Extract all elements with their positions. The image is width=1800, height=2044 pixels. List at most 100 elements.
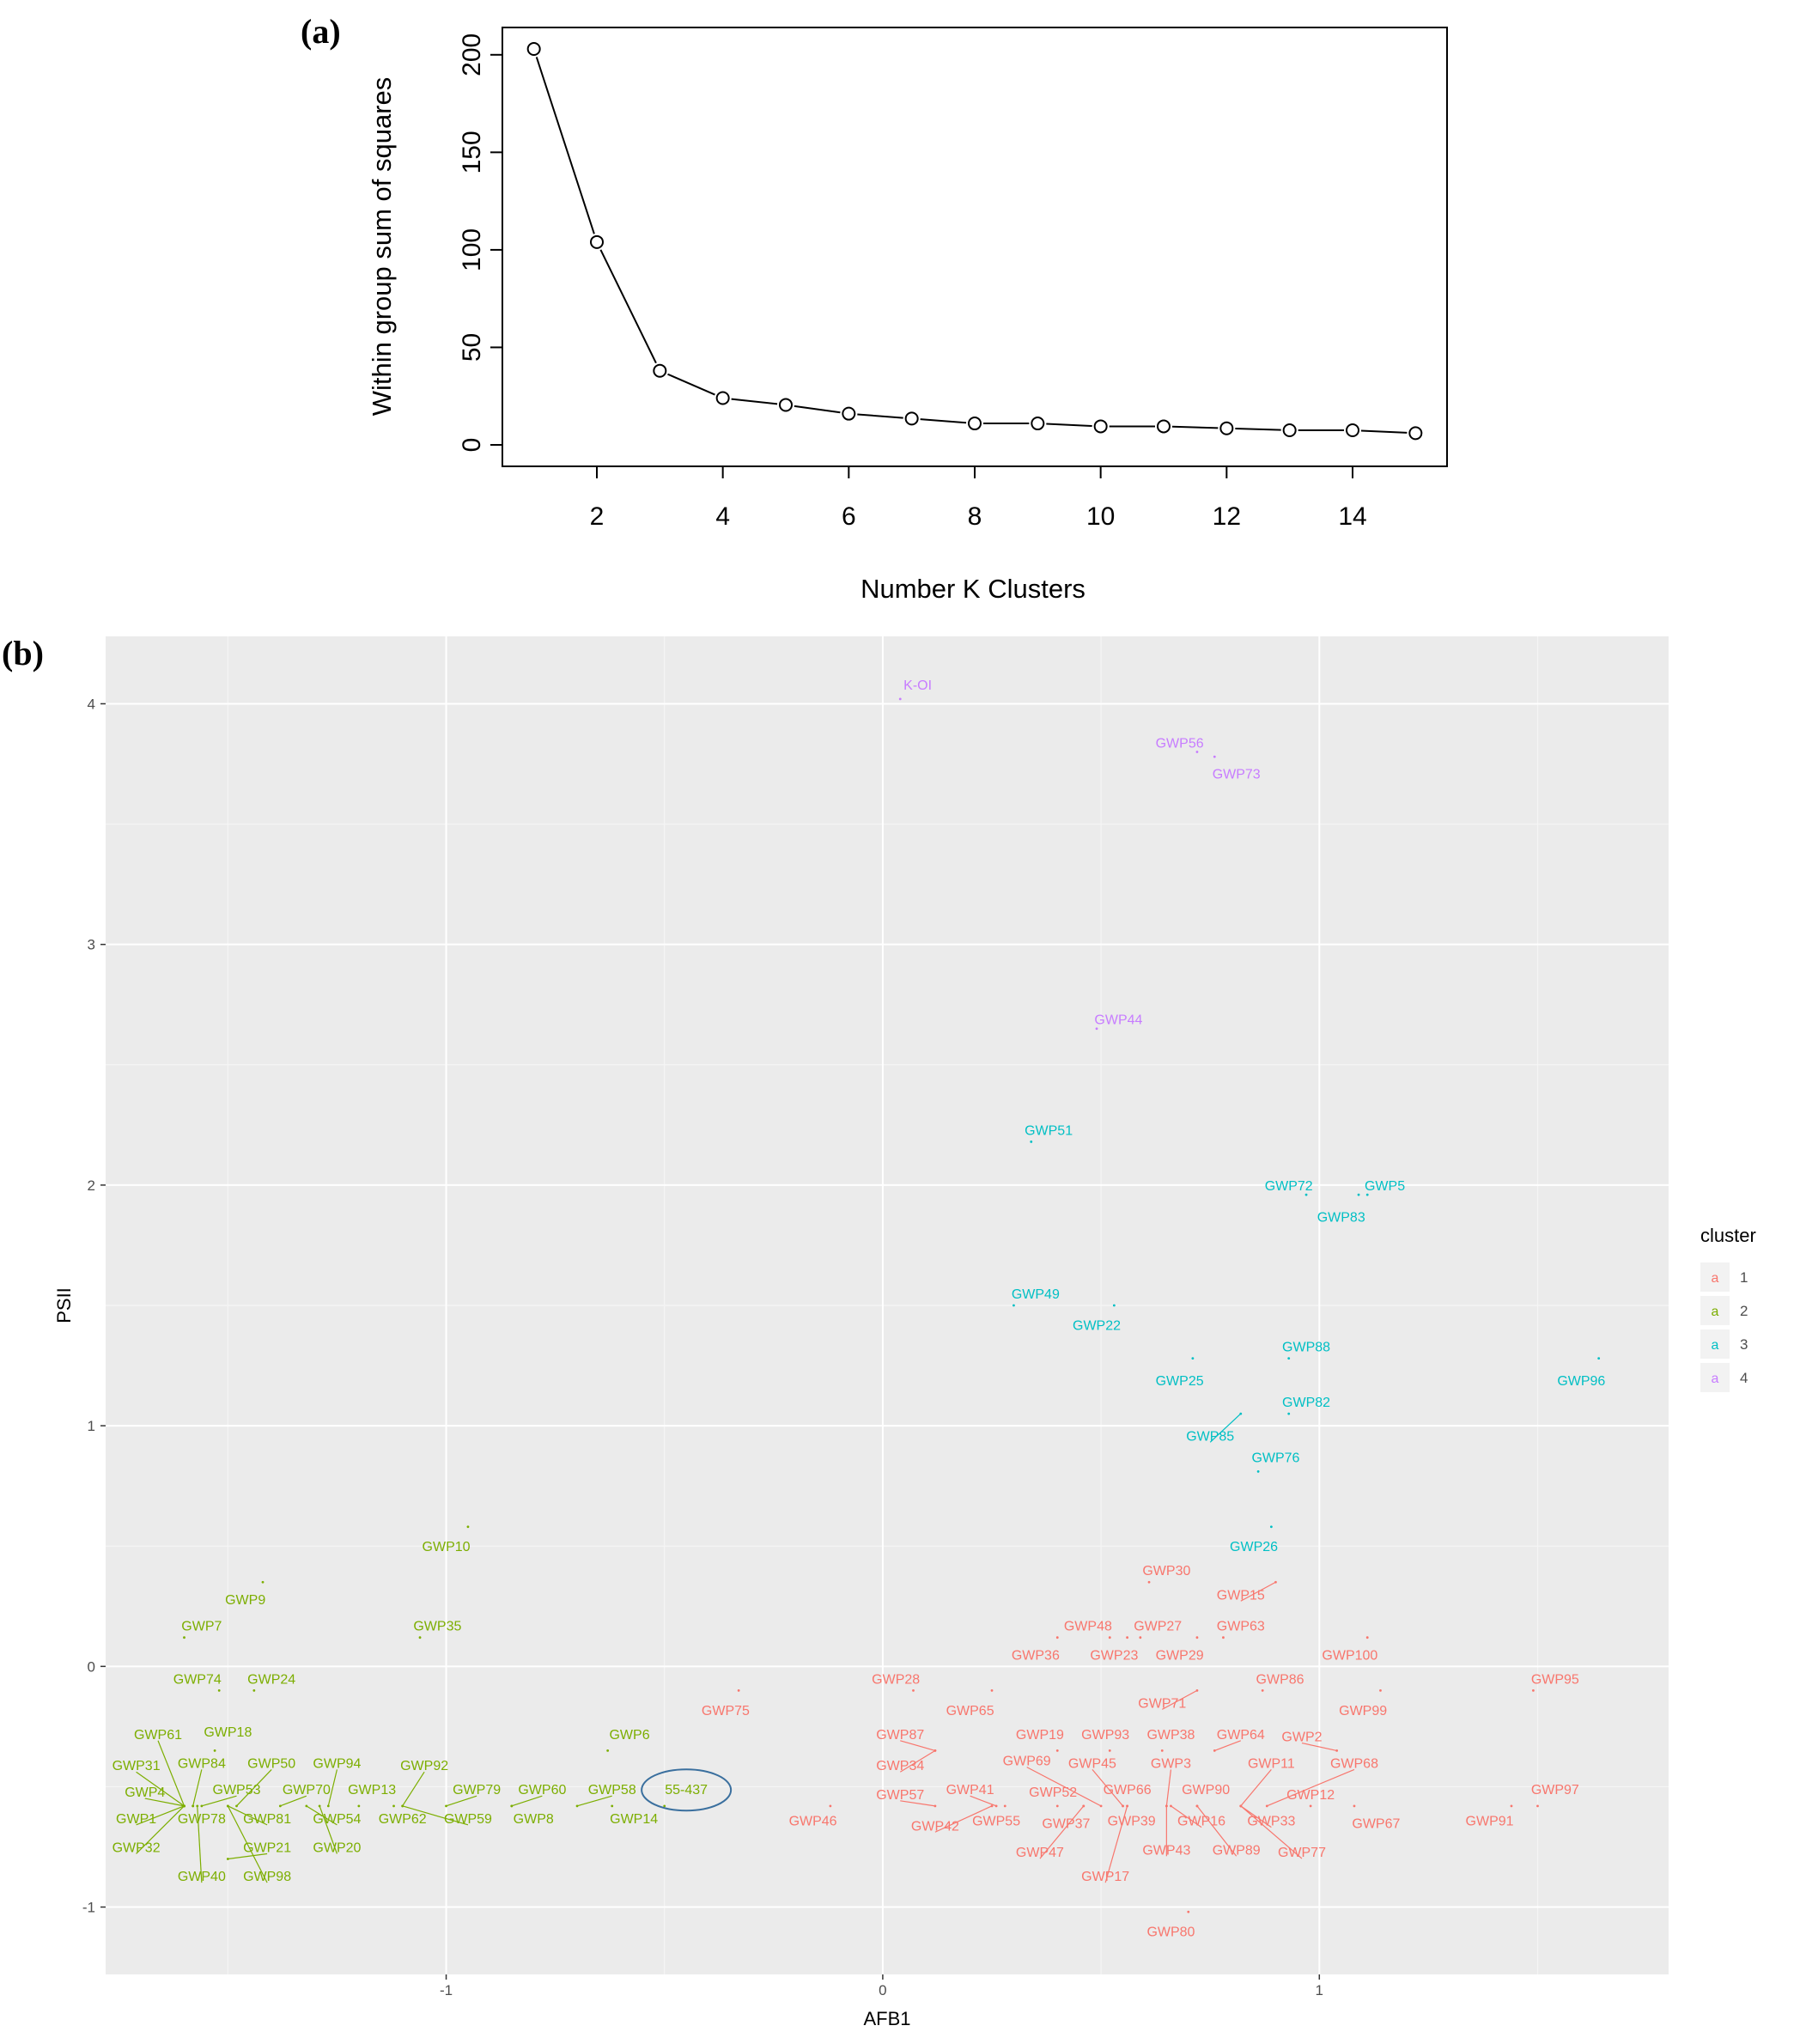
point-label: GWP76 xyxy=(1251,1451,1299,1466)
data-point xyxy=(1213,755,1216,758)
point-label: GWP41 xyxy=(946,1783,994,1798)
data-point xyxy=(1055,1636,1059,1639)
data-point xyxy=(217,1688,221,1692)
point-label: GWP65 xyxy=(946,1704,994,1719)
point-label: GWP72 xyxy=(1265,1179,1313,1194)
line-segment xyxy=(1171,425,1219,429)
point-label: GWP36 xyxy=(1012,1648,1060,1663)
point-label: GWP35 xyxy=(413,1620,461,1634)
label-leader-line xyxy=(402,1771,425,1807)
legend-key-background xyxy=(1700,1329,1730,1359)
data-point xyxy=(1282,423,1297,437)
y-tick-label: 1 xyxy=(88,1418,95,1434)
y-tick-label: 150 xyxy=(458,131,486,173)
point-label: GWP4 xyxy=(125,1785,165,1800)
legend-key-glyph: a xyxy=(1712,1271,1719,1286)
point-label: GWP17 xyxy=(1081,1870,1129,1884)
point-label: GWP64 xyxy=(1217,1728,1265,1743)
data-point xyxy=(1093,419,1108,434)
y-tick-label: 4 xyxy=(88,696,95,712)
data-point xyxy=(1157,419,1171,434)
point-label: GWP95 xyxy=(1531,1672,1579,1687)
data-point xyxy=(968,417,982,431)
label-leader-line xyxy=(136,1805,185,1854)
data-point xyxy=(715,391,730,405)
data-point xyxy=(1108,1636,1111,1639)
data-point xyxy=(183,1804,185,1808)
data-point xyxy=(445,1804,447,1808)
data-point xyxy=(510,1804,514,1808)
point-label: GWP1 xyxy=(116,1812,156,1827)
x-tick-label: 6 xyxy=(842,502,856,531)
point-label: GWP32 xyxy=(112,1840,161,1855)
plot-a-x-axis: 2 4 6 8 10 12 14 xyxy=(590,465,1367,531)
label-leader-line xyxy=(1161,1689,1198,1710)
label-leader-line xyxy=(402,1805,469,1826)
point-label: GWP31 xyxy=(112,1759,161,1773)
point-label: GWP54 xyxy=(313,1812,361,1827)
data-point xyxy=(200,1804,204,1808)
point-label: GWP5 xyxy=(1365,1179,1405,1194)
point-label: GWP86 xyxy=(1256,1672,1304,1687)
point-label: GWP96 xyxy=(1557,1374,1605,1389)
plot-a-frame xyxy=(502,27,1448,467)
label-leader-line xyxy=(1209,1413,1242,1443)
label-leader-line xyxy=(1171,1805,1202,1828)
data-point xyxy=(1532,1688,1535,1692)
label-leader-line xyxy=(197,1805,203,1883)
point-label: GWP93 xyxy=(1081,1728,1129,1743)
x-tick-label: 12 xyxy=(1213,502,1241,531)
point-label: GWP15 xyxy=(1217,1588,1265,1603)
plot-b-ticks: -1 0 1 -1 0 1 2 3 4 xyxy=(82,696,1323,1998)
data-point xyxy=(1365,1193,1369,1196)
label-leader-line xyxy=(1196,1805,1238,1857)
label-leader-line xyxy=(1301,1742,1337,1751)
data-point xyxy=(1195,1688,1199,1692)
data-point xyxy=(1126,1804,1129,1808)
label-leader-line xyxy=(1026,1767,1102,1807)
panel-b-letter: (b) xyxy=(2,634,44,672)
point-label: GWP26 xyxy=(1230,1540,1278,1554)
data-point xyxy=(611,1804,614,1808)
point-label: GWP38 xyxy=(1146,1728,1195,1743)
data-point xyxy=(1269,1525,1273,1529)
point-label: GWP19 xyxy=(1016,1728,1064,1743)
x-tick-label: 8 xyxy=(968,502,982,531)
label-leader-line xyxy=(576,1795,612,1807)
point-label: GWP63 xyxy=(1217,1620,1265,1634)
point-label: GWP56 xyxy=(1156,736,1204,751)
data-point xyxy=(1510,1804,1513,1808)
data-point xyxy=(213,1749,216,1752)
point-label: GWP80 xyxy=(1146,1925,1195,1940)
data-point xyxy=(183,1636,185,1639)
point-label: GWP30 xyxy=(1142,1564,1190,1579)
plot-b-x-axis-label: AFB1 xyxy=(863,2008,910,2029)
data-point xyxy=(192,1804,195,1808)
point-label: GWP55 xyxy=(972,1815,1020,1829)
label-leader-line xyxy=(157,1740,185,1807)
data-point xyxy=(526,41,541,56)
data-point xyxy=(1126,1636,1129,1639)
data-point xyxy=(1095,1027,1098,1031)
data-point xyxy=(842,406,856,421)
data-point xyxy=(590,234,604,249)
legend-key-background xyxy=(1700,1296,1730,1325)
data-point xyxy=(737,1688,740,1692)
point-label: GWP3 xyxy=(1151,1756,1191,1771)
point-label: GWP66 xyxy=(1104,1783,1152,1798)
data-point xyxy=(1597,1357,1601,1360)
point-label: GWP58 xyxy=(588,1783,636,1798)
y-tick-label: 200 xyxy=(458,33,486,76)
point-label: GWP87 xyxy=(876,1728,924,1743)
data-point xyxy=(1274,1580,1277,1584)
data-point xyxy=(606,1749,610,1752)
label-leader-line xyxy=(1092,1769,1123,1807)
data-point xyxy=(235,1804,238,1808)
point-label: GWP46 xyxy=(789,1815,837,1829)
point-label: GWP75 xyxy=(702,1704,750,1719)
plot-a-y-axis-label: Within group sum of squares xyxy=(367,77,397,417)
point-label: GWP68 xyxy=(1330,1756,1378,1771)
data-point xyxy=(1357,1193,1360,1196)
legend-key-glyph: a xyxy=(1712,1305,1719,1319)
point-label: GWP73 xyxy=(1213,768,1261,782)
